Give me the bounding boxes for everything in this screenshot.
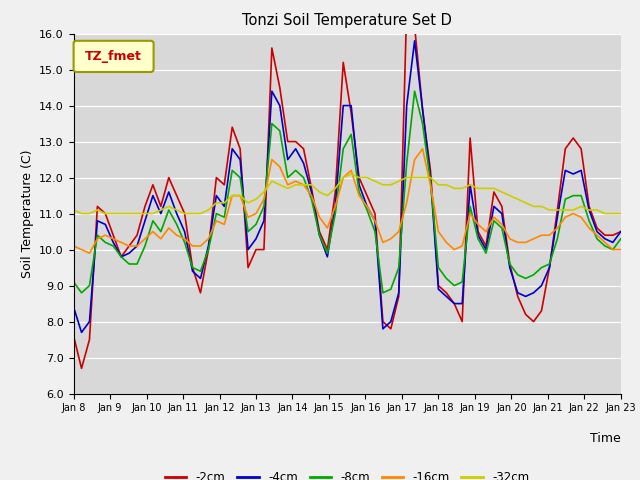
-8cm	[70, 279, 77, 285]
-2cm	[554, 207, 561, 213]
-2cm	[379, 319, 387, 324]
-8cm	[411, 88, 419, 94]
-32cm	[308, 182, 316, 188]
-2cm	[244, 265, 252, 271]
-8cm	[554, 236, 561, 242]
-8cm	[379, 290, 387, 296]
-32cm	[387, 182, 395, 188]
-16cm	[244, 214, 252, 220]
-2cm	[70, 333, 77, 339]
-4cm	[308, 189, 316, 195]
-16cm	[205, 236, 212, 242]
Y-axis label: Soil Temperature (C): Soil Temperature (C)	[20, 149, 33, 278]
-2cm	[403, 6, 410, 12]
-4cm	[149, 193, 157, 199]
-32cm	[617, 211, 625, 216]
-32cm	[205, 207, 212, 213]
-16cm	[308, 193, 316, 199]
-2cm	[617, 229, 625, 235]
-16cm	[149, 229, 157, 235]
-2cm	[77, 366, 85, 372]
-8cm	[149, 218, 157, 224]
-32cm	[554, 207, 561, 213]
Text: Time: Time	[590, 432, 621, 445]
-4cm	[411, 38, 419, 44]
-4cm	[77, 330, 85, 336]
-16cm	[86, 251, 93, 256]
-16cm	[554, 225, 561, 231]
Text: TZ_fmet: TZ_fmet	[85, 50, 142, 63]
-32cm	[149, 211, 157, 216]
-4cm	[205, 243, 212, 249]
-16cm	[379, 240, 387, 245]
-2cm	[149, 182, 157, 188]
-32cm	[77, 211, 85, 216]
-8cm	[308, 196, 316, 202]
-16cm	[70, 243, 77, 249]
-2cm	[205, 247, 212, 252]
Title: Tonzi Soil Temperature Set D: Tonzi Soil Temperature Set D	[243, 13, 452, 28]
-4cm	[554, 214, 561, 220]
-8cm	[77, 290, 85, 296]
-32cm	[348, 171, 355, 177]
Line: -16cm: -16cm	[74, 149, 621, 253]
Legend: -2cm, -4cm, -8cm, -16cm, -32cm: -2cm, -4cm, -8cm, -16cm, -32cm	[161, 466, 534, 480]
Line: -2cm: -2cm	[74, 9, 621, 369]
-8cm	[205, 247, 212, 252]
-32cm	[244, 200, 252, 205]
Line: -8cm: -8cm	[74, 91, 621, 293]
-16cm	[617, 247, 625, 252]
-16cm	[419, 146, 426, 152]
Line: -32cm: -32cm	[74, 174, 621, 214]
-4cm	[379, 326, 387, 332]
-32cm	[70, 207, 77, 213]
-2cm	[308, 186, 316, 192]
-4cm	[244, 247, 252, 252]
-8cm	[617, 236, 625, 242]
-4cm	[617, 229, 625, 235]
-8cm	[244, 229, 252, 235]
Line: -4cm: -4cm	[74, 41, 621, 333]
-4cm	[70, 304, 77, 310]
